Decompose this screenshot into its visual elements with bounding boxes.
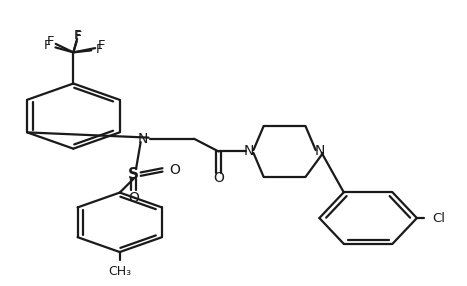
Text: O: O [128,191,139,205]
Text: F: F [74,29,82,42]
Text: Cl: Cl [432,212,445,225]
Text: N: N [138,132,148,146]
Text: O: O [169,163,180,177]
Text: F: F [46,35,54,47]
Text: O: O [213,171,224,185]
Text: N: N [243,144,254,158]
Text: CH₃: CH₃ [108,265,131,278]
Text: N: N [314,144,325,158]
Text: S: S [128,167,139,182]
Text: F: F [74,30,82,43]
Text: F: F [44,39,51,52]
Text: F: F [95,43,102,56]
Text: F: F [98,39,105,52]
